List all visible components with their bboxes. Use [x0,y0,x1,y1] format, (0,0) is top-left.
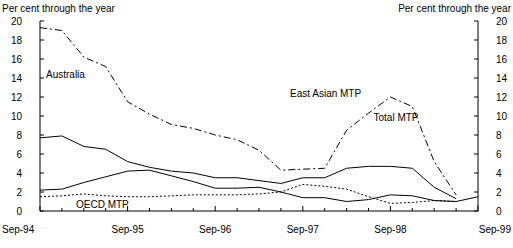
y2-tick [474,59,478,60]
x-tick-label: Sep-99 [479,224,512,235]
x-tick [390,206,391,211]
y2-tick-label: 2 [496,187,502,198]
plot-area [40,28,478,204]
x-tick-label: Sep-97 [287,224,320,235]
y-tick [40,59,44,60]
x-tick [237,208,238,211]
x-tick [324,208,325,211]
y-tick [40,173,44,174]
y2-tick-label: 8 [496,130,502,141]
x-tick [302,206,303,211]
series-label: East Asian MTP [290,88,361,99]
y-tick-label: 10 [11,111,23,122]
y2-tick [474,40,478,41]
x-tick-label: Sep-94 [2,224,35,235]
y-tick-label: 2 [16,187,22,198]
series-label: Australia [46,69,85,80]
x-tick [478,206,479,211]
y-tick-label: 0 [16,206,22,217]
y2-tick-label: 18 [496,35,508,46]
series-label: OECD MTP [76,199,129,210]
y2-tick-label: 10 [496,111,508,122]
y-tick-label: 18 [11,35,23,46]
x-tick [412,208,413,211]
x-tick [434,208,435,211]
y-tick-label: 8 [16,130,22,141]
y-tick-label: 4 [16,168,22,179]
x-tick [456,208,457,211]
y2-tick [474,173,478,174]
x-tick-label: Sep-95 [111,224,144,235]
y2-tick-label: 16 [496,54,508,65]
y-tick-label: 20 [11,16,23,27]
x-tick-label: Sep-96 [199,224,232,235]
series-line [40,170,478,201]
y-tick [40,78,44,79]
y-tick [40,40,44,41]
y-tick [40,135,44,136]
x-tick-label: Sep-98 [374,224,407,235]
y2-tick [474,78,478,79]
y-tick [40,21,44,22]
x-tick [346,208,347,211]
series-line [40,136,456,199]
chart: 0 2 4 6 8 10 12 14 16 18 20 0 2 4 6 8 10 12 14 16 18 20 Per ce… [0,0,513,248]
y-tick [40,97,44,98]
y-tick-label: 16 [11,54,23,65]
x-tick [215,206,216,211]
y2-tick-label: 12 [496,92,508,103]
x-tick [259,208,260,211]
y2-tick [474,211,478,212]
y2-tick-label: 0 [496,206,502,217]
y-tick-label: 14 [11,73,23,84]
y-tick [40,116,44,117]
series-line [40,28,456,195]
y2-label: Per cent through the year [398,3,512,14]
x-tick [368,208,369,211]
y2-tick-label: 4 [496,168,502,179]
x-tick [280,208,281,211]
x-tick [61,208,62,211]
y2-tick-label: 6 [496,149,502,160]
y-tick [40,211,44,212]
y-tick-label: 12 [11,92,23,103]
y2-tick [474,97,478,98]
y2-tick-label: 20 [496,16,508,27]
x-tick [193,208,194,211]
y-tick-label: 6 [16,149,22,160]
y2-tick [474,154,478,155]
y2-tick [474,116,478,117]
x-tick [171,208,172,211]
y-tick [40,192,44,193]
y2-tick [474,21,478,22]
x-tick [149,208,150,211]
series-label: Total MTP [373,112,418,123]
y-tick [40,154,44,155]
y2-tick [474,192,478,193]
y-label: Per cent through the year [2,3,116,14]
y2-tick [474,135,478,136]
x-tick [40,206,41,211]
y2-tick-label: 14 [496,73,508,84]
